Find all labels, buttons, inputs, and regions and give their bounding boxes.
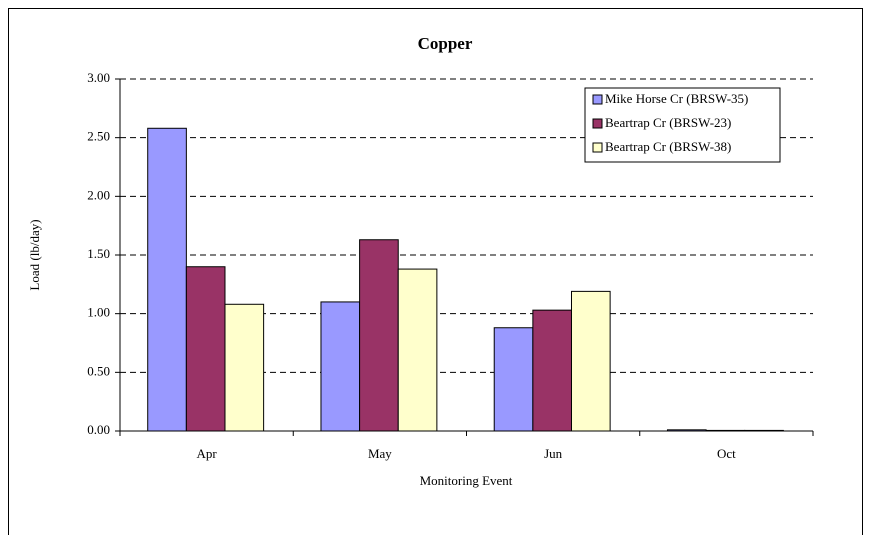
bar	[147, 127, 187, 432]
bar	[320, 301, 361, 432]
legend-box	[584, 87, 781, 163]
y-axis-label: Load (lb/day)	[27, 219, 42, 290]
bar	[224, 303, 265, 432]
legend-label: Beartrap Cr (BRSW-38)	[605, 139, 731, 154]
x-tick-label: Jun	[544, 446, 563, 461]
x-tick-label: Oct	[717, 446, 736, 461]
y-tick-label: 1.50	[87, 246, 110, 261]
bar	[359, 239, 399, 432]
legend-swatch	[592, 94, 603, 105]
legend-swatch	[592, 142, 603, 153]
bar	[185, 266, 226, 432]
y-tick-label: 1.00	[87, 305, 110, 320]
y-tick-label: 2.50	[87, 129, 110, 144]
y-tick-label: 0.50	[87, 363, 110, 378]
x-tick-label: Apr	[197, 446, 218, 461]
legend-label: Mike Horse Cr (BRSW-35)	[605, 91, 748, 106]
x-axis-label: Monitoring Event	[420, 473, 513, 488]
legend-swatch	[592, 118, 603, 129]
x-tick-label: May	[368, 446, 392, 461]
chart-title: Copper	[418, 34, 473, 53]
legend-label: Beartrap Cr (BRSW-23)	[605, 115, 731, 130]
bar	[493, 327, 534, 432]
bar	[397, 268, 438, 432]
bar	[570, 290, 611, 432]
y-tick-label: 0.00	[87, 422, 110, 437]
bar	[532, 309, 572, 432]
y-tick-label: 2.00	[87, 187, 110, 202]
y-tick-label: 3.00	[87, 70, 110, 85]
